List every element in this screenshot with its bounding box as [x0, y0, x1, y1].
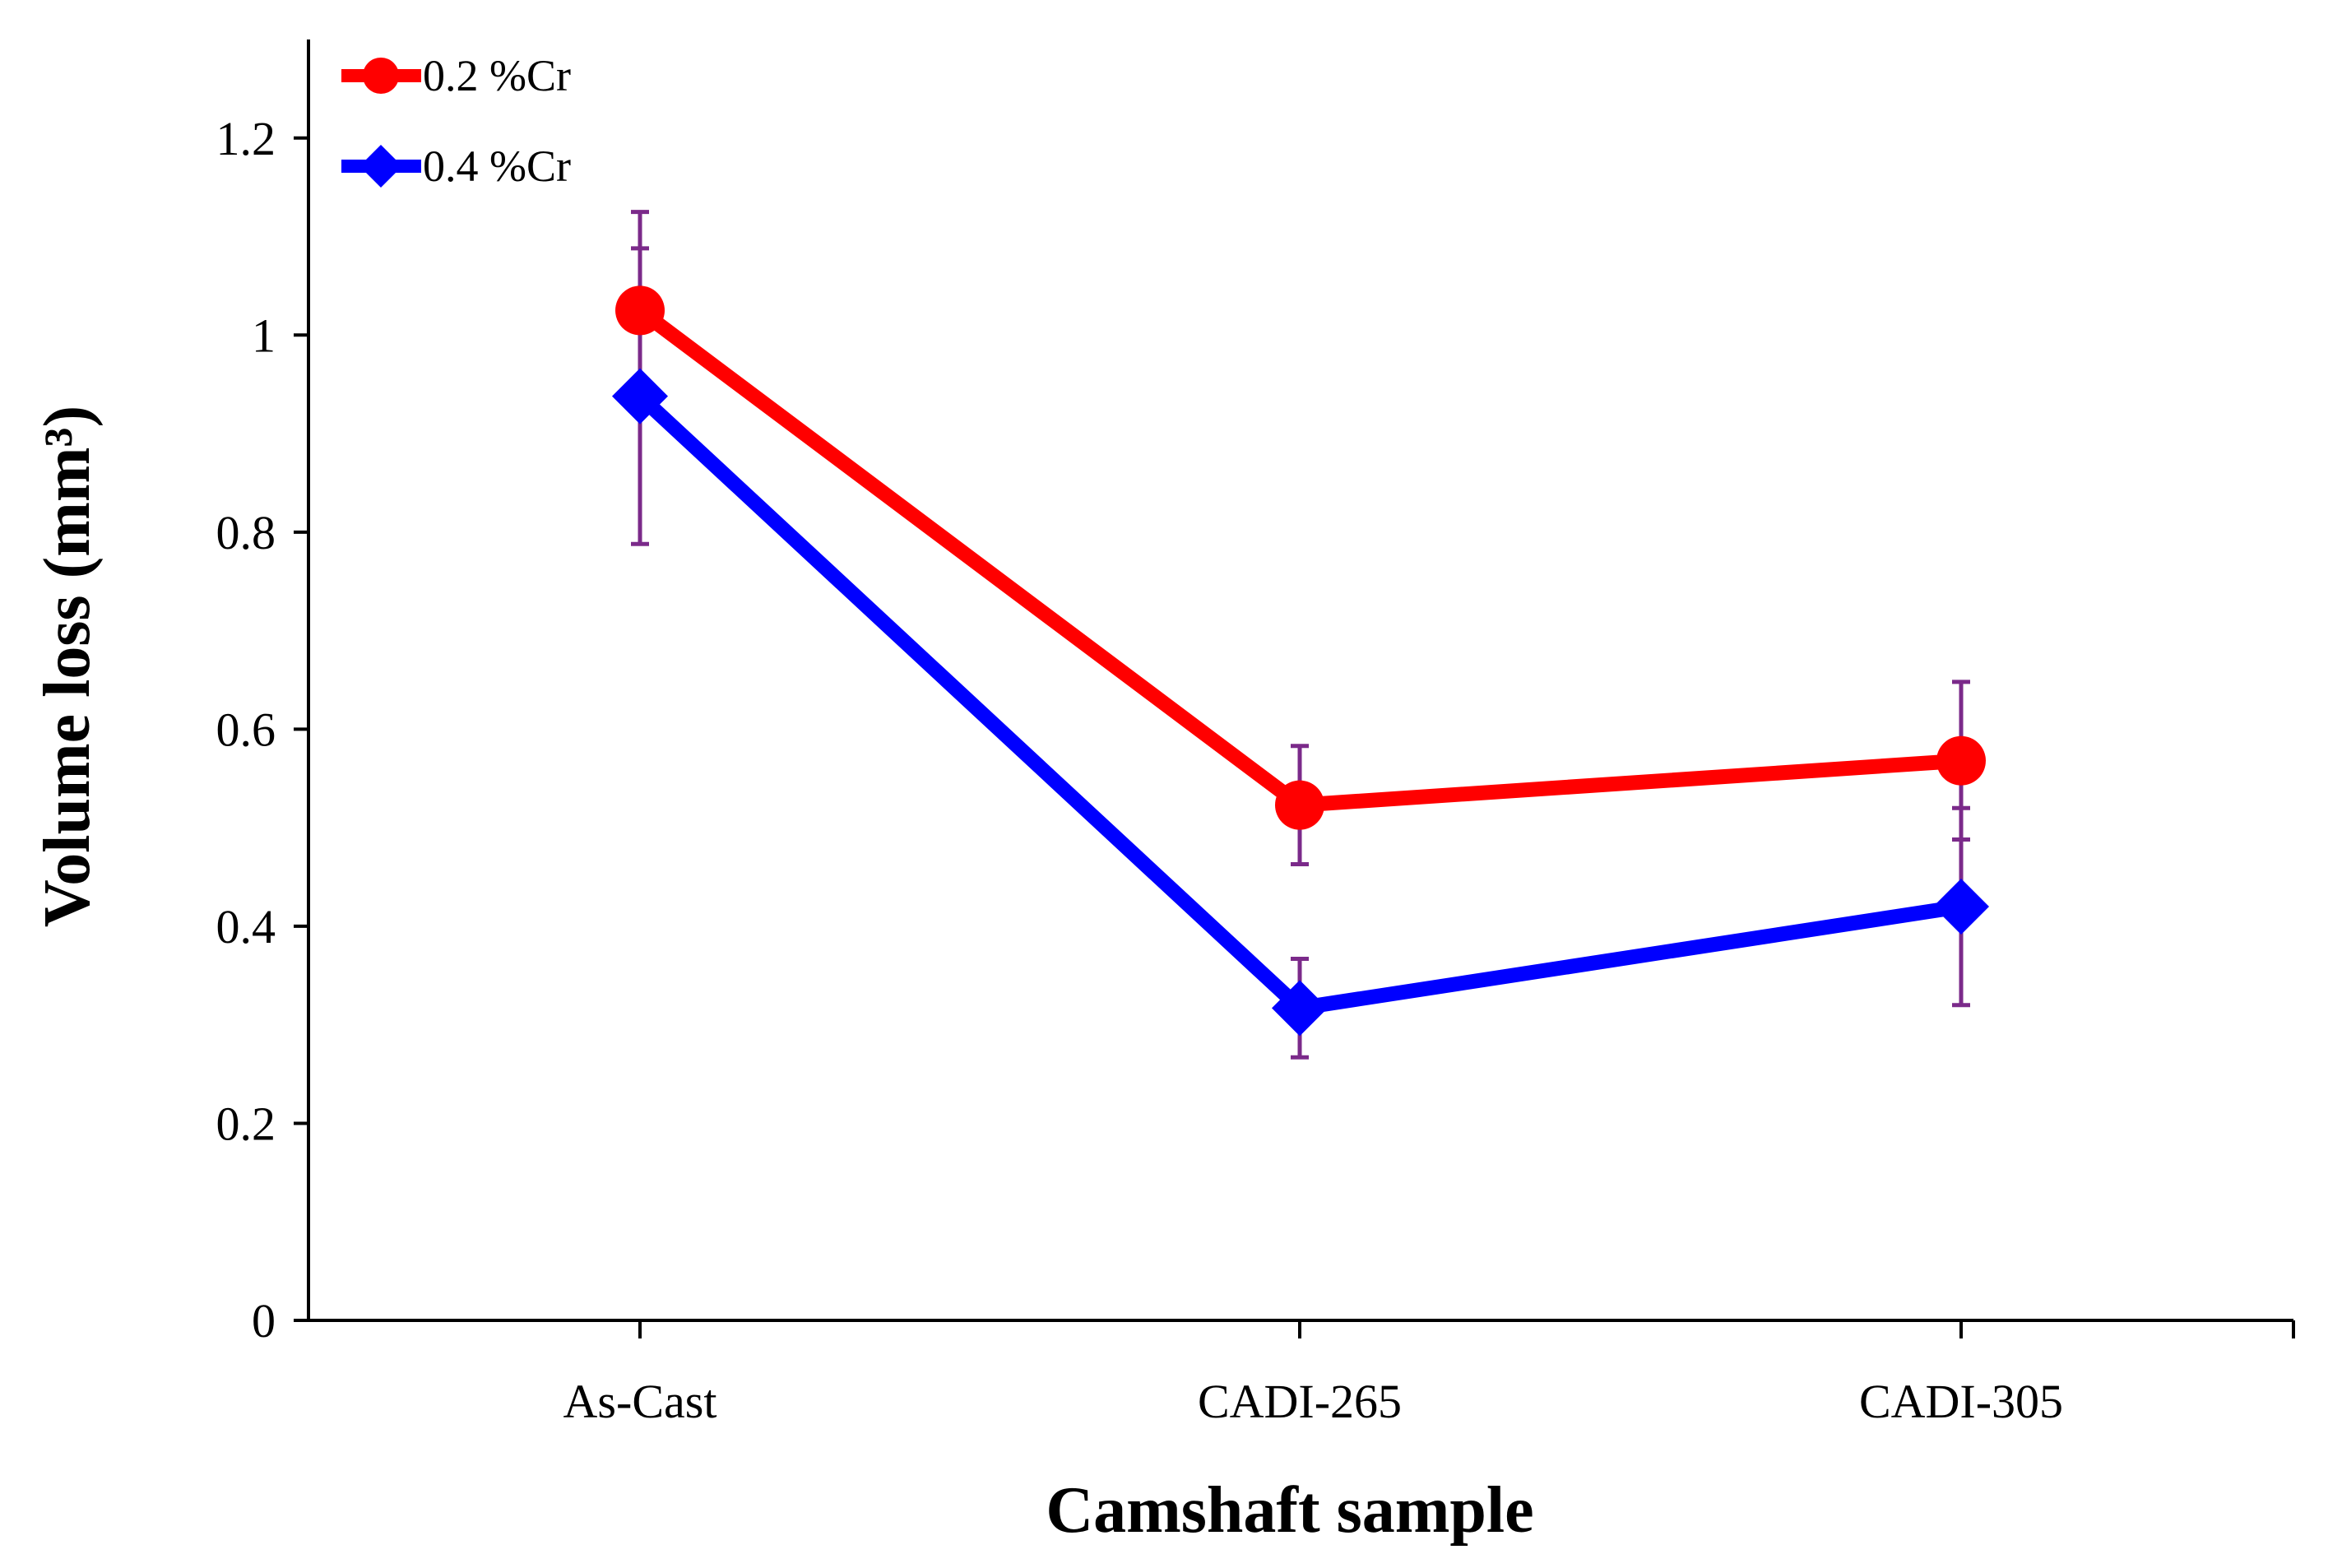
- y-tick-label: 0.8: [216, 506, 276, 559]
- y-tick-label: 1.2: [216, 112, 276, 165]
- y-ticks: 0 0.2 0.4 0.6 0.8 1 1.2: [216, 112, 308, 1348]
- axes: [307, 39, 2293, 1322]
- legend-marker: [363, 58, 399, 94]
- y-tick-label: 1: [252, 308, 276, 362]
- data-point-series1: [615, 285, 665, 336]
- data-point-series1: [1936, 735, 1986, 786]
- x-ticks: As-Cast CADI-265 CADI-305: [563, 1320, 2295, 1428]
- x-axis-title: Camshaft sample: [1046, 1474, 1533, 1547]
- series-markers: [612, 285, 1989, 1037]
- legend-marker: [359, 145, 402, 188]
- data-point-series2: [1272, 980, 1328, 1037]
- y-tick-label: 0: [252, 1294, 276, 1348]
- series-line-1: [635, 304, 1962, 813]
- data-point-series2: [1933, 878, 1989, 935]
- legend-label: 0.4 %Cr: [423, 141, 571, 191]
- y-tick-label: 0.6: [216, 703, 276, 756]
- x-tick-label: As-Cast: [563, 1375, 717, 1428]
- legend-label: 0.2 %Cr: [423, 51, 571, 100]
- x-tick-label: CADI-305: [1859, 1375, 2063, 1428]
- y-tick-label: 0.2: [216, 1097, 276, 1150]
- legend: 0.2 %Cr 0.4 %Cr: [341, 51, 571, 191]
- series-line-2: [634, 390, 1963, 1016]
- series-lines: [634, 304, 1963, 1016]
- data-point-series2: [612, 368, 668, 424]
- data-point-series1: [1275, 780, 1324, 830]
- y-axis-title: Volume loss (mm³): [31, 406, 104, 927]
- y-tick-label: 0.4: [216, 900, 276, 953]
- x-tick-label: CADI-265: [1198, 1375, 1402, 1428]
